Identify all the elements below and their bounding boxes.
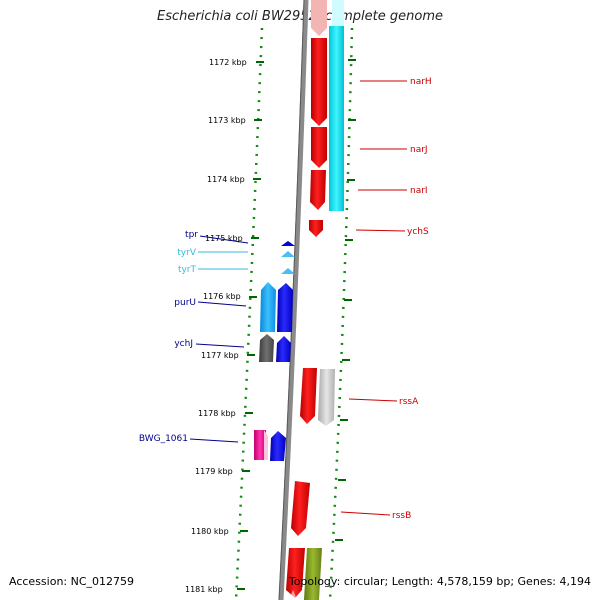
gene-gray-light-bar xyxy=(318,369,335,426)
tick-label: 1172 kbp xyxy=(209,58,247,67)
tick-labels: 1172 kbp 1173 kbp 1174 kbp 1175 kbp 1176… xyxy=(185,58,247,594)
gene-tyrT-bar xyxy=(281,268,295,274)
gene-label-ychS: ychS xyxy=(407,227,429,237)
gene-gray-bar xyxy=(259,334,274,362)
gene-bar-cyan xyxy=(329,26,344,211)
gene-purU-bar xyxy=(277,283,293,332)
gene-ychS-bar xyxy=(309,220,323,237)
gene-label-purU: purU xyxy=(174,298,196,308)
gene-magenta-bar xyxy=(254,430,266,460)
tick-label: 1180 kbp xyxy=(191,527,229,536)
gene-label-tyrT: tyrT xyxy=(178,265,197,275)
gene-label-narJ: narJ xyxy=(410,145,428,155)
tick-label: 1176 kbp xyxy=(203,292,241,301)
gene-rssA-bar xyxy=(300,368,317,424)
genome-backbone xyxy=(278,0,309,600)
gene-label-rssA: rssA xyxy=(399,397,419,407)
gene-olive-bar xyxy=(304,548,322,600)
gene-tpr-bar xyxy=(281,241,295,246)
tick-label: 1175 kbp xyxy=(205,234,243,243)
right-gene-labels xyxy=(340,80,407,516)
gene-label-narH: narH xyxy=(410,77,432,87)
gene-sky-bar xyxy=(260,282,276,332)
gene-label-tpr: tpr xyxy=(185,230,198,240)
gene-narI-bar xyxy=(310,170,326,210)
tick-label: 1179 kbp xyxy=(195,467,233,476)
tick-label: 1173 kbp xyxy=(208,116,246,125)
gene-label-ychJ: ychJ xyxy=(174,339,193,349)
gene-narJ-bar xyxy=(311,127,327,168)
gene-red-bottom-bar xyxy=(286,548,305,598)
tick-label: 1181 kbp xyxy=(185,585,223,594)
outer-dotted-circle xyxy=(234,27,264,600)
topology-text: Topology: circular; Length: 4,578,159 bp… xyxy=(288,575,591,588)
gene-label-tyrV: tyrV xyxy=(177,248,197,258)
gene-label-BWG_1061: BWG_1061 xyxy=(139,434,188,444)
tick-label: 1174 kbp xyxy=(207,175,245,184)
gene-narH-bar xyxy=(311,38,327,126)
gene-label-narI: narI xyxy=(410,186,428,196)
inner-dotted-circle xyxy=(328,27,354,600)
map-title: Escherichia coli BW2952, complete genome xyxy=(157,9,443,24)
gene-tyrV-bar xyxy=(281,251,295,257)
gene-BWG_1061-bar xyxy=(270,431,286,461)
accession-text: Accession: NC_012759 xyxy=(9,575,135,588)
gene-bar-top xyxy=(311,0,327,36)
gene-label-rssB: rssB xyxy=(392,511,411,521)
tick-label: 1178 kbp xyxy=(198,409,236,418)
left-gene-leaders xyxy=(189,235,249,443)
tick-label: 1177 kbp xyxy=(201,351,239,360)
tick-marks xyxy=(237,59,356,590)
gene-rssB-bar xyxy=(291,481,310,536)
gene-ychJ-bar xyxy=(276,336,291,362)
